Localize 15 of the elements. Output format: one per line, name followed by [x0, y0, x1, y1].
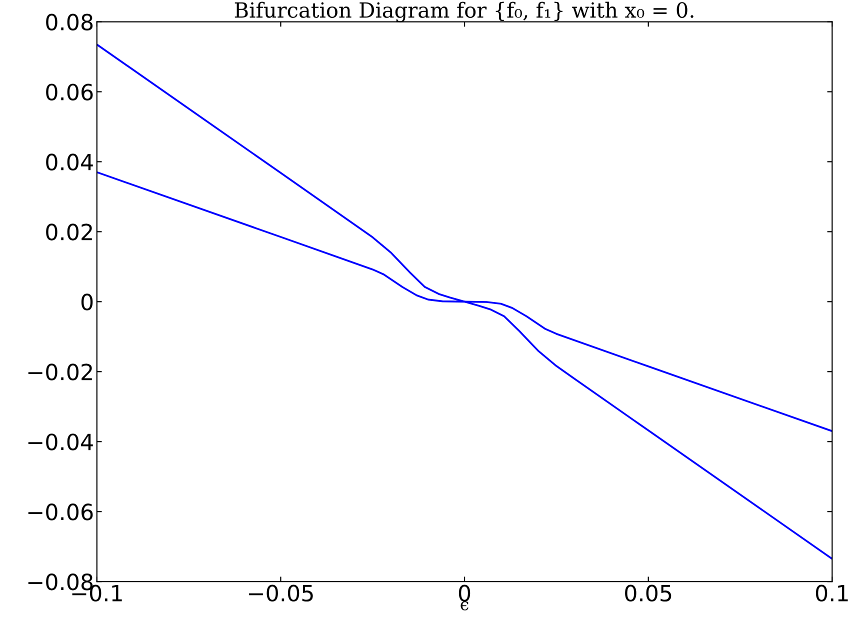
y-tick-label: −0.06: [28, 504, 93, 520]
y-tick-label: −0.02: [28, 364, 92, 380]
y-tick-label: 0.02: [46, 224, 92, 240]
x-tick-label: −0.05: [249, 584, 313, 602]
x-tick-label: 0: [458, 584, 470, 602]
x-tick-label: 0.05: [625, 584, 672, 602]
y-tick-label: 0: [81, 294, 93, 310]
chart-title: Bifurcation Diagram for {f₀, f₁} with x₀ = 0.: [234, 2, 694, 22]
x-axis-title: ϵ: [460, 601, 468, 610]
y-tick-label: −0.04: [28, 434, 93, 450]
y-tick-label: 0.04: [46, 154, 93, 170]
x-tick-label: 0.1: [816, 584, 848, 602]
y-tick-label: 0.06: [46, 84, 93, 101]
y-tick-label: 0.08: [46, 14, 93, 31]
line-series: [96, 44, 832, 560]
